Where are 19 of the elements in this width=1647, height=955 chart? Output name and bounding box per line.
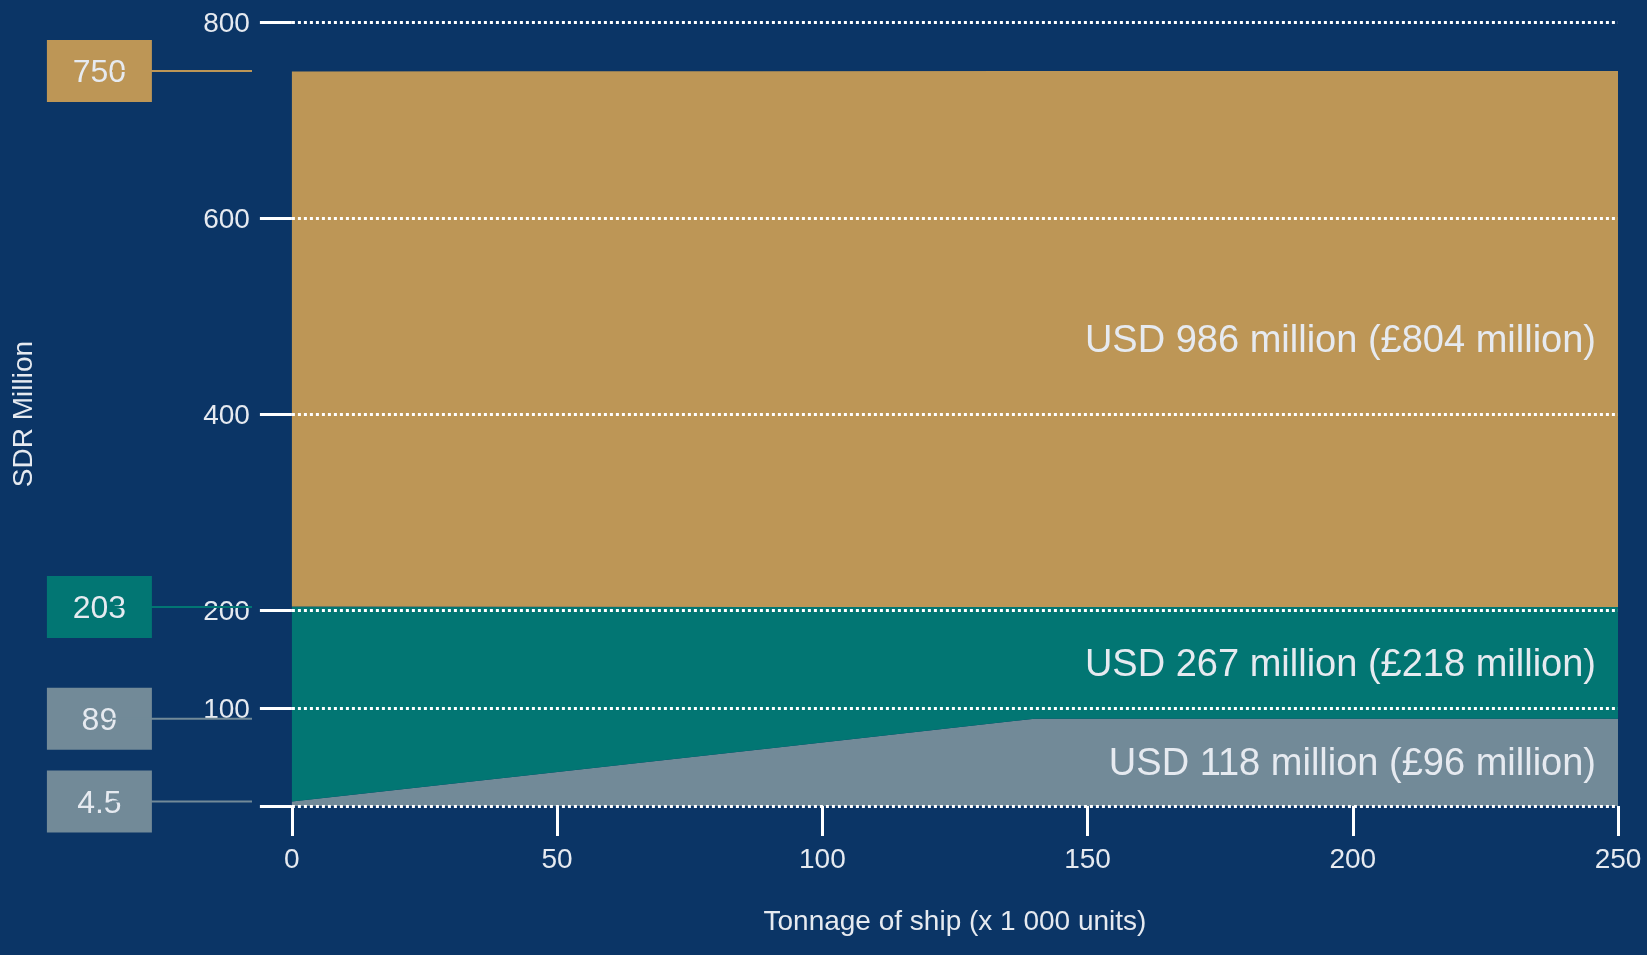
y2-tick-label: 4.5: [77, 783, 122, 820]
x-tick-label: 100: [798, 842, 846, 874]
y-tick-label: 800: [203, 6, 250, 38]
y-tick-label: 600: [203, 202, 250, 234]
annotation: USD 267 million (£218 million): [1084, 641, 1596, 684]
annotation: USD 986 million (£804 million): [1084, 318, 1596, 361]
x-tick-label: 0: [284, 842, 300, 874]
y-tick-label: 400: [203, 398, 250, 430]
annotation: USD 118 million (£96 million): [1108, 741, 1596, 784]
x-tick-label: 250: [1594, 842, 1642, 874]
y2-tick-label: 89: [81, 700, 118, 737]
y-tick-label: 100: [203, 692, 250, 724]
x-tick-label: 150: [1064, 842, 1111, 874]
y2-axis-title: SDR Million: [6, 340, 38, 488]
y2-tick-label: 203: [72, 589, 127, 626]
x-tick-label: 50: [541, 842, 573, 874]
y2-tick-label: 750: [72, 53, 127, 89]
x-axis-title: Tonnage of ship (x 1 000 units): [763, 904, 1147, 936]
x-tick-label: 200: [1329, 842, 1377, 874]
